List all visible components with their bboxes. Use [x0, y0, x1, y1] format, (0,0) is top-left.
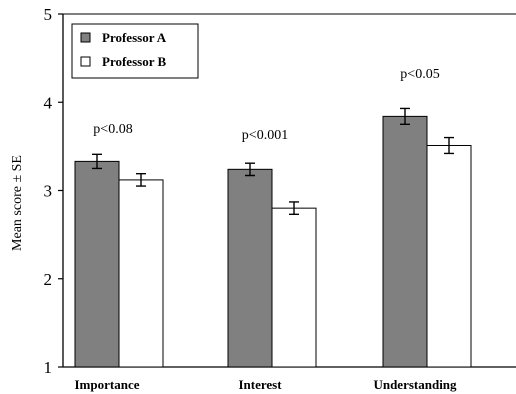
annotations: p<0.08 p<0.001 p<0.05	[93, 67, 439, 143]
y-tick-labels: 1 2 3 4 5	[44, 5, 53, 377]
bar-professor-a-interest	[227, 168, 273, 368]
legend-label-professor-b: Professor B	[102, 54, 166, 69]
x-category-label: Understanding	[373, 377, 457, 392]
bar-professor-a-understanding	[382, 115, 428, 368]
bar-professor-b-interest	[271, 207, 317, 368]
error-bar-professor-a-understanding	[400, 107, 410, 126]
error-bar-professor-a-interest	[245, 162, 255, 177]
x-category-label: Importance	[75, 377, 140, 392]
annotation-understanding: p<0.05	[400, 67, 439, 82]
y-tick-label: 1	[44, 358, 53, 377]
error-bar-professor-a-importance	[92, 153, 102, 170]
annotation-importance: p<0.08	[93, 122, 132, 137]
y-ticks	[58, 13, 63, 368]
y-tick-label: 4	[44, 93, 53, 112]
error-bars	[92, 107, 454, 216]
y-axis-label: Mean score ± SE	[10, 155, 25, 251]
y-tick-label: 3	[44, 182, 53, 201]
legend-swatch-professor-a	[80, 32, 91, 43]
bar-professor-b-importance	[118, 179, 164, 368]
legend-frame	[71, 23, 199, 79]
bar-professor-b-understanding	[426, 144, 472, 368]
y-tick-label: 2	[44, 270, 53, 289]
error-bar-professor-b-interest	[289, 201, 299, 216]
x-category-labels: Importance Interest Understanding	[75, 377, 458, 392]
x-category-label: Interest	[238, 377, 282, 392]
bars	[74, 115, 472, 368]
legend: Professor A Professor B	[71, 23, 199, 79]
bar-professor-a-importance	[74, 160, 120, 368]
error-bar-professor-b-understanding	[444, 136, 454, 155]
annotation-interest: p<0.001	[242, 128, 288, 143]
error-bar-professor-b-importance	[136, 173, 146, 187]
y-tick-label: 5	[44, 5, 53, 24]
legend-swatch-professor-b	[80, 56, 91, 67]
legend-label-professor-a: Professor A	[102, 30, 167, 45]
